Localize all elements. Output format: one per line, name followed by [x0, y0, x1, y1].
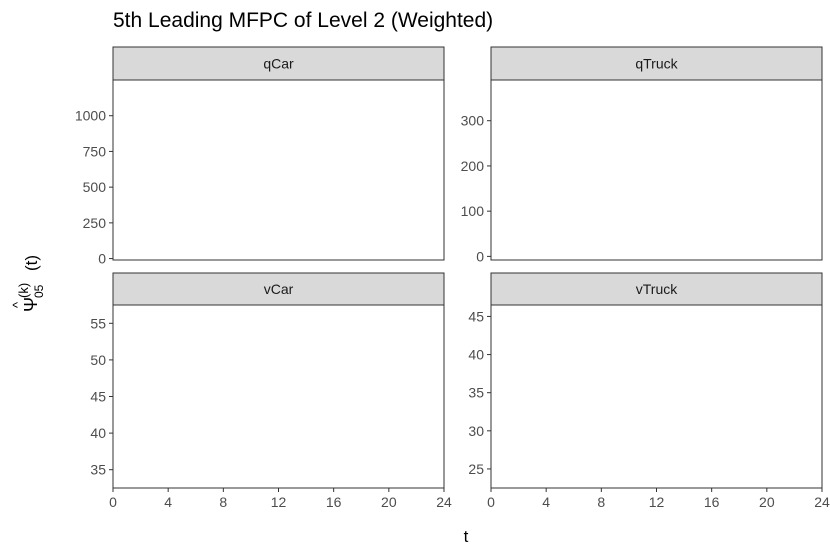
chart-title: 5th Leading MFPC of Level 2 (Weighted): [113, 9, 493, 32]
y-tick-label: 500: [83, 179, 107, 195]
y-tick-label: 35: [468, 385, 484, 401]
y-tick-label: 1000: [75, 108, 106, 124]
x-tick-label: 20: [759, 494, 775, 510]
panel-border: [490, 79, 823, 261]
y-tick-label: 30: [468, 423, 484, 439]
x-tick-label: 16: [704, 494, 720, 510]
y-tick-label: 45: [468, 308, 484, 324]
y-tick-label: 50: [90, 352, 106, 368]
y-tick-label: 35: [90, 462, 106, 478]
y-axis-title-superscript: (k): [16, 283, 31, 298]
facet-qtruck: qTruck 0 100 200 300: [461, 46, 823, 264]
x-tick-label: 0: [109, 494, 117, 510]
facet-strip: [112, 46, 445, 81]
y-axis-title: Ψ ^ (k) 05 (t): [10, 255, 46, 312]
x-tick-label: 16: [326, 494, 342, 510]
y-tick-label: 40: [90, 425, 106, 441]
facet-vtruck: vTruck 25 30 35 40 45 0 4 8 12 16 20 24: [468, 272, 830, 510]
y-axis-title-symbol: Ψ: [21, 297, 41, 312]
facet-strip: [490, 272, 823, 306]
x-tick-label: 8: [597, 494, 605, 510]
x-tick-label: 4: [164, 494, 172, 510]
x-axis-title: t: [464, 527, 469, 546]
y-tick-label: 100: [461, 203, 485, 219]
x-tick-label: 12: [649, 494, 665, 510]
y-tick-label: 40: [468, 347, 484, 363]
y-axis-title-subscript: 05: [32, 284, 46, 298]
y-axis-title-hat: ^: [10, 301, 25, 308]
x-tick-label: 20: [381, 494, 397, 510]
facet-strip-label: vCar: [264, 281, 294, 297]
y-axis-title-argument: (t): [22, 255, 41, 271]
y-tick-label: 25: [468, 461, 484, 477]
facet-strip-label: vTruck: [636, 281, 678, 297]
panel-border: [112, 79, 445, 261]
y-tick-label: 0: [476, 248, 484, 264]
y-tick-label: 750: [83, 143, 107, 159]
facet-vcar: vCar 35 40 45 50 55 0 4 8 12 16 20 24: [90, 272, 452, 510]
y-tick-label: 300: [461, 113, 485, 129]
panel-border: [112, 304, 445, 489]
panel-border: [490, 304, 823, 489]
facet-qcar: qCar 0 250 500 750 1000: [75, 46, 445, 267]
facet-strip-label: qCar: [263, 56, 294, 72]
x-tick-label: 24: [436, 494, 452, 510]
y-tick-label: 45: [90, 389, 106, 405]
y-tick-label: 250: [83, 215, 107, 231]
facet-strip: [112, 272, 445, 306]
facet-strip-label: qTruck: [635, 56, 678, 72]
x-tick-label: 0: [487, 494, 495, 510]
x-tick-label: 24: [814, 494, 830, 510]
x-tick-label: 4: [542, 494, 550, 510]
facet-panels: qCar02505007501000qTruck0100200300vCar35…: [75, 46, 830, 510]
y-tick-label: 55: [90, 315, 106, 331]
x-tick-label: 12: [271, 494, 287, 510]
y-tick-label: 200: [461, 158, 485, 174]
y-tick-label: 0: [98, 251, 106, 267]
x-tick-label: 8: [219, 494, 227, 510]
